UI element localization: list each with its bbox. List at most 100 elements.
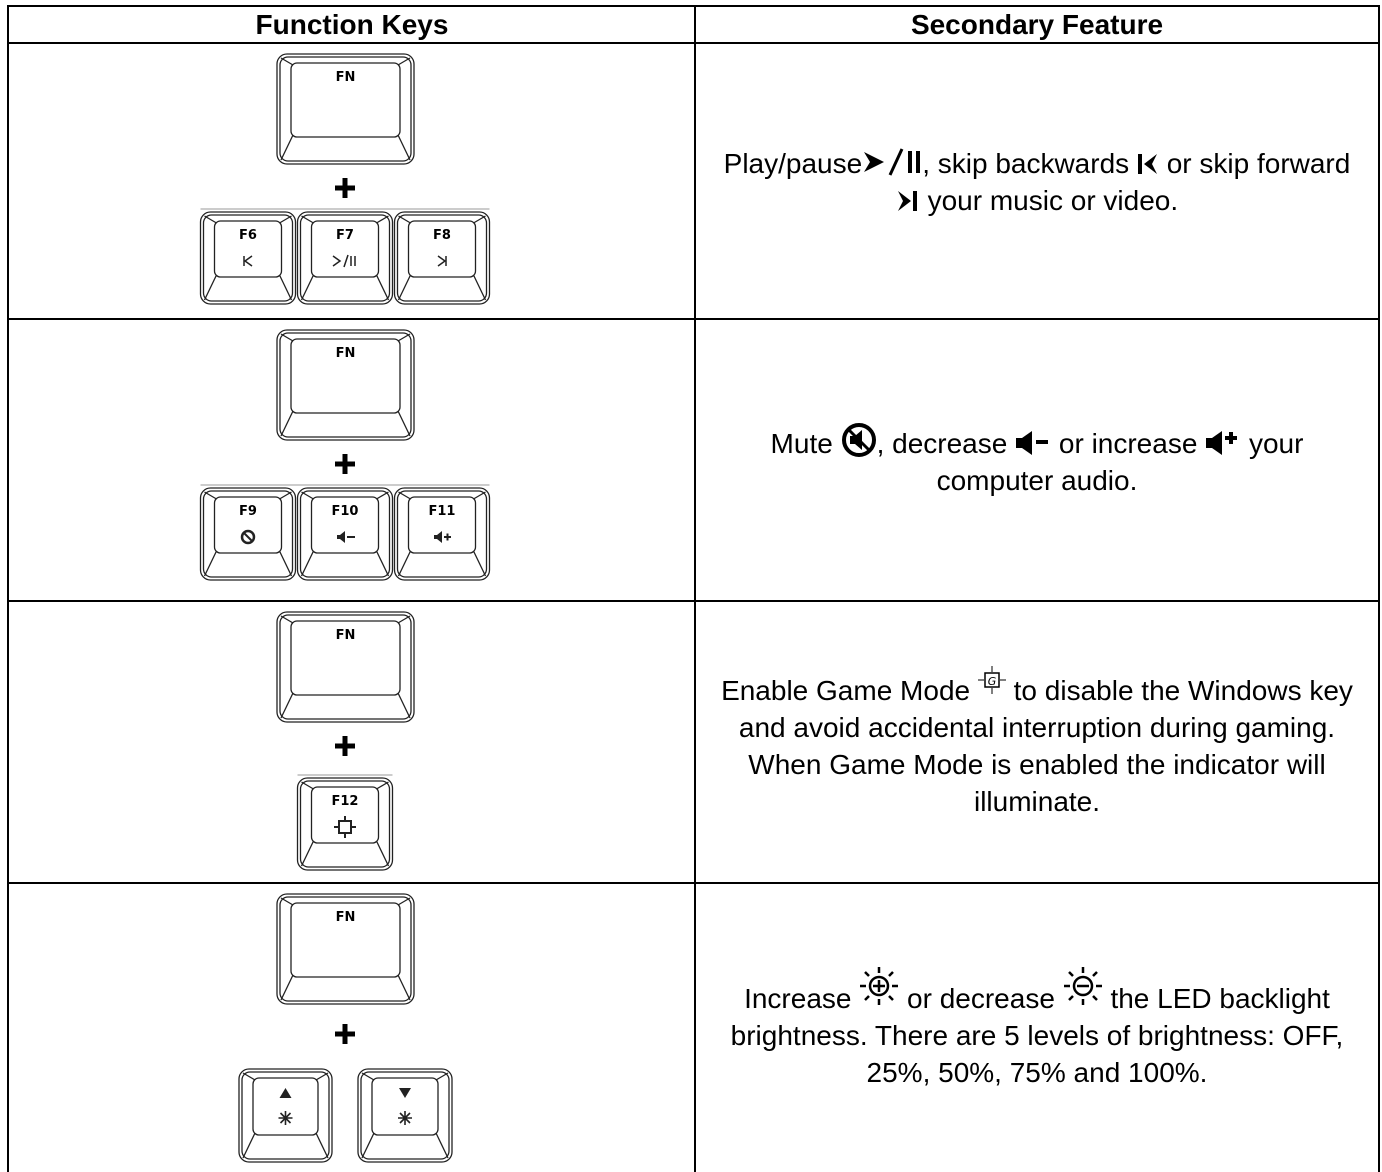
key-icon — [332, 254, 356, 268]
key-outer — [360, 1071, 450, 1160]
key-edge — [242, 1072, 256, 1081]
key-edge — [397, 410, 411, 437]
key-edge — [398, 491, 411, 500]
key-edge — [472, 274, 487, 301]
play-pause-icon — [864, 147, 921, 176]
header-cell: Secondary Feature — [694, 5, 1380, 43]
plus-icon — [335, 736, 355, 756]
text: the LED backlight brightness. There are … — [730, 982, 1344, 1088]
header-cell: Function Keys — [7, 5, 695, 43]
mute-icon — [841, 422, 876, 457]
key-edge — [280, 57, 294, 66]
key-edge — [375, 840, 390, 867]
keys-cell: FN F9 F10 F11 — [7, 318, 695, 601]
skip-back-icon — [1137, 153, 1157, 174]
key-edge — [203, 550, 218, 577]
key-outer — [299, 490, 391, 578]
key-edge — [279, 491, 292, 500]
key-outer — [296, 777, 394, 871]
keycap: F8 — [393, 211, 491, 305]
key-outer — [296, 211, 394, 305]
text: , decrease — [876, 427, 1016, 459]
text: Increase — [744, 982, 860, 1014]
keycap: FN — [276, 53, 415, 165]
brightness-up-icon — [860, 966, 899, 1005]
plus-icon — [335, 1024, 355, 1044]
description-cell: Play/pause , skip backwards or skip forwa… — [694, 42, 1380, 319]
keycap: F11 — [393, 487, 491, 581]
text: or decrease — [899, 982, 1063, 1014]
key-outer — [357, 1068, 453, 1163]
key-edge — [473, 491, 486, 500]
key-edge — [375, 274, 390, 301]
key-icon — [444, 533, 451, 541]
key-outer — [393, 487, 491, 581]
key-outer — [276, 893, 415, 1005]
key-edge — [280, 974, 294, 1001]
key-edge — [204, 215, 217, 224]
key-label: FN — [336, 346, 356, 361]
text: your music or video. — [919, 184, 1179, 216]
keycap: FN — [276, 611, 415, 723]
brightness-down-icon — [1063, 966, 1102, 1005]
key-icon — [437, 255, 447, 267]
key-edge — [301, 215, 314, 224]
key-top — [407, 220, 477, 278]
key-label: F9 — [239, 504, 257, 519]
key-edge — [398, 215, 411, 224]
text: or skip forward — [1158, 147, 1351, 179]
key-icon — [279, 1088, 292, 1098]
key-edge — [397, 897, 411, 906]
description: Play/pause , skip backwards or skip forwa… — [714, 145, 1360, 219]
key-icon — [434, 531, 442, 543]
key-edge — [301, 781, 314, 790]
key-edge — [279, 215, 292, 224]
key-outer — [396, 490, 488, 578]
key-edge — [397, 333, 411, 342]
key-top — [252, 1077, 319, 1136]
key-edge — [280, 134, 294, 161]
key-edge — [435, 1072, 449, 1081]
key-outer — [276, 53, 415, 165]
key-label: F7 — [336, 228, 354, 243]
key-label: F11 — [429, 504, 456, 519]
description: Mute , decrease or increase your compute… — [714, 422, 1360, 499]
key-top — [290, 902, 401, 978]
keycap: F7 — [296, 211, 394, 305]
key-edge — [397, 274, 412, 301]
key-outer — [199, 211, 297, 305]
key-label: F8 — [433, 228, 451, 243]
key-label: FN — [336, 70, 356, 85]
key-edge — [397, 974, 411, 1001]
key-outer — [299, 780, 391, 868]
key-edge — [204, 491, 217, 500]
keycap — [238, 1068, 333, 1163]
key-edge — [472, 550, 487, 577]
key-edge — [280, 410, 294, 437]
key-icon — [399, 1088, 411, 1098]
key-edge — [375, 550, 390, 577]
key-edge — [376, 215, 389, 224]
plus-icon — [335, 178, 355, 198]
description-cell: Enable Game Mode G to disable the Window… — [694, 600, 1380, 883]
key-edge — [397, 57, 411, 66]
volume-up-icon — [1206, 430, 1238, 455]
key-edge — [361, 1132, 375, 1159]
text: Play/pause — [723, 147, 863, 179]
key-icon — [243, 255, 253, 267]
key-outer — [238, 1068, 333, 1163]
key-outer — [279, 614, 412, 720]
key-outer — [276, 611, 415, 723]
key-edge — [203, 274, 218, 301]
key-edge — [301, 491, 314, 500]
text: , skip backwards — [922, 147, 1137, 179]
plus-icon — [335, 454, 355, 474]
key-outer — [396, 214, 488, 302]
description: Enable Game Mode G to disable the Window… — [714, 665, 1360, 820]
key-label: F10 — [332, 504, 359, 519]
key-edge — [242, 1132, 256, 1159]
key-edge — [300, 274, 315, 301]
key-outer — [279, 56, 412, 162]
key-outer — [279, 332, 412, 438]
